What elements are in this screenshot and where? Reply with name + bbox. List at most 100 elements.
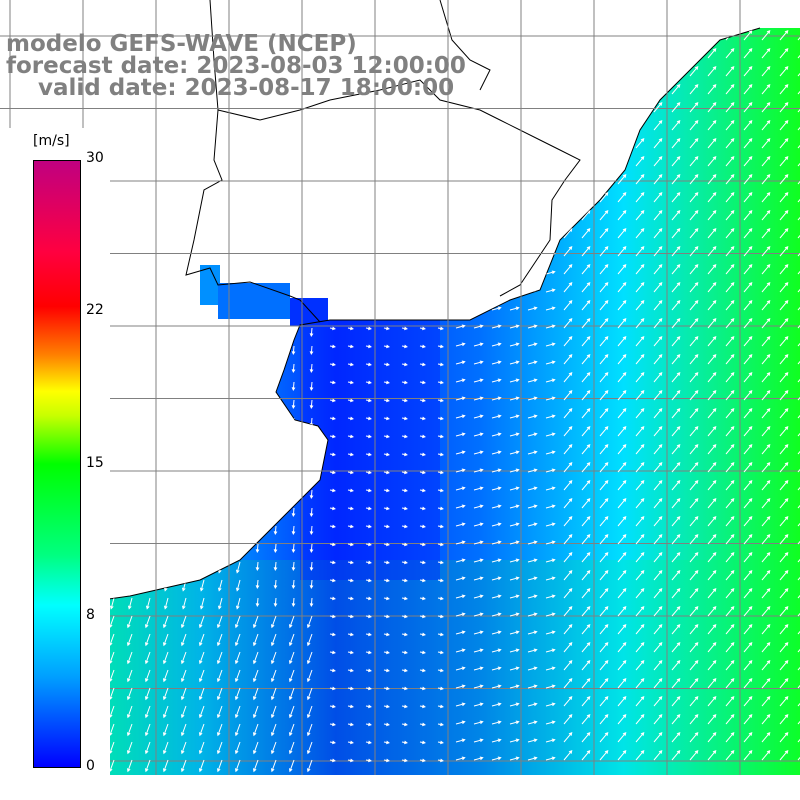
- wind-arrow: [671, 156, 681, 167]
- wind-arrow: [617, 606, 627, 617]
- wind-arrow: [743, 516, 753, 527]
- wind-arrow: [617, 588, 627, 599]
- wind-arrow: [725, 552, 735, 563]
- wind-arrow: [273, 543, 278, 554]
- wind-arrow: [581, 606, 591, 617]
- estuary-cells: [200, 265, 328, 326]
- wind-arrow: [163, 291, 169, 304]
- wind-arrow: [217, 543, 223, 556]
- wind-arrow: [109, 381, 115, 394]
- wind-arrow: [163, 525, 169, 538]
- wind-arrow: [365, 416, 372, 421]
- wind-arrow: [617, 408, 627, 419]
- wind-arrow: [527, 630, 538, 635]
- wind-arrow: [437, 272, 444, 277]
- wind-arrow: [581, 48, 591, 59]
- wind-arrow: [199, 453, 205, 466]
- wind-arrow: [509, 216, 520, 221]
- wind-arrow: [419, 164, 426, 169]
- wind-arrow: [689, 30, 699, 41]
- wind-arrow: [779, 318, 789, 329]
- wind-arrow: [509, 396, 520, 401]
- wind-arrow: [671, 624, 681, 635]
- wind-arrow: [217, 201, 223, 214]
- wind-arrow: [563, 714, 573, 725]
- wind-arrow: [545, 558, 556, 563]
- wind-arrow: [437, 38, 444, 43]
- wind-arrow: [779, 336, 789, 347]
- wind-arrow: [761, 624, 771, 635]
- wind-arrow: [234, 723, 241, 737]
- wind-arrow: [797, 534, 800, 545]
- wind-arrow: [581, 462, 591, 473]
- wind-arrow: [617, 156, 627, 167]
- wind-arrow: [383, 614, 390, 619]
- wind-arrow: [144, 741, 151, 755]
- wind-arrow: [617, 678, 627, 689]
- wind-arrow: [145, 453, 151, 466]
- wind-arrow: [545, 162, 556, 167]
- wind-arrow: [599, 318, 609, 329]
- wind-arrow: [455, 162, 466, 167]
- wind-arrow: [725, 516, 735, 527]
- wind-arrow: [109, 237, 115, 250]
- wind-arrow: [255, 597, 260, 608]
- wind-arrow: [252, 633, 259, 647]
- wind-arrow: [617, 66, 627, 77]
- wind-arrow: [235, 561, 241, 574]
- wind-arrow: [725, 750, 735, 761]
- wind-arrow: [563, 210, 573, 221]
- wind-arrow: [527, 90, 538, 95]
- wind-arrow: [689, 210, 699, 221]
- wind-arrow: [725, 354, 735, 365]
- wind-arrow: [581, 174, 591, 185]
- wind-arrow: [491, 540, 502, 545]
- wind-arrow: [707, 372, 717, 383]
- wind-arrow: [455, 594, 466, 599]
- wind-arrow: [797, 696, 800, 707]
- wind-arrow: [145, 543, 151, 556]
- wind-arrow: [437, 236, 444, 241]
- wind-arrow: [217, 327, 223, 340]
- wind-arrow: [545, 198, 556, 203]
- wind-arrow: [563, 606, 573, 617]
- wind-arrow: [216, 633, 223, 647]
- wind-arrow: [473, 288, 484, 293]
- wind-arrow: [309, 363, 314, 374]
- wind-arrow: [617, 30, 627, 41]
- wind-arrow: [234, 651, 241, 665]
- wind-arrow: [671, 246, 681, 257]
- wind-arrow: [347, 344, 354, 349]
- wind-arrow: [707, 264, 717, 275]
- wind-arrow: [779, 624, 789, 635]
- wind-arrow: [563, 84, 573, 95]
- wind-arrow: [309, 381, 314, 392]
- wind-arrow: [599, 750, 609, 761]
- wind-arrow: [581, 138, 591, 149]
- wind-arrow: [725, 300, 735, 311]
- wind-arrow: [545, 594, 556, 599]
- wind-arrow: [365, 614, 372, 619]
- wind-arrow: [599, 210, 609, 221]
- wind-arrow: [779, 534, 789, 545]
- wind-arrow: [309, 489, 314, 500]
- wind-arrow: [797, 624, 800, 635]
- wind-arrow: [563, 462, 573, 473]
- wind-arrow: [527, 414, 538, 419]
- wind-arrow: [473, 702, 484, 707]
- wind-arrow: [365, 38, 372, 43]
- wind-arrow: [473, 504, 484, 509]
- wind-arrow: [653, 300, 663, 311]
- wind-arrow: [455, 540, 466, 545]
- wind-arrow: [743, 642, 753, 653]
- wind-arrow: [617, 642, 627, 653]
- wind-arrow: [743, 426, 753, 437]
- wind-arrow: [419, 452, 426, 457]
- wind-arrow: [127, 201, 133, 214]
- wind-arrow: [563, 426, 573, 437]
- wind-arrow: [127, 255, 133, 268]
- wind-arrow: [288, 651, 295, 665]
- wind-arrow: [365, 578, 372, 583]
- wind-arrow: [617, 318, 627, 329]
- wind-arrow: [707, 48, 717, 59]
